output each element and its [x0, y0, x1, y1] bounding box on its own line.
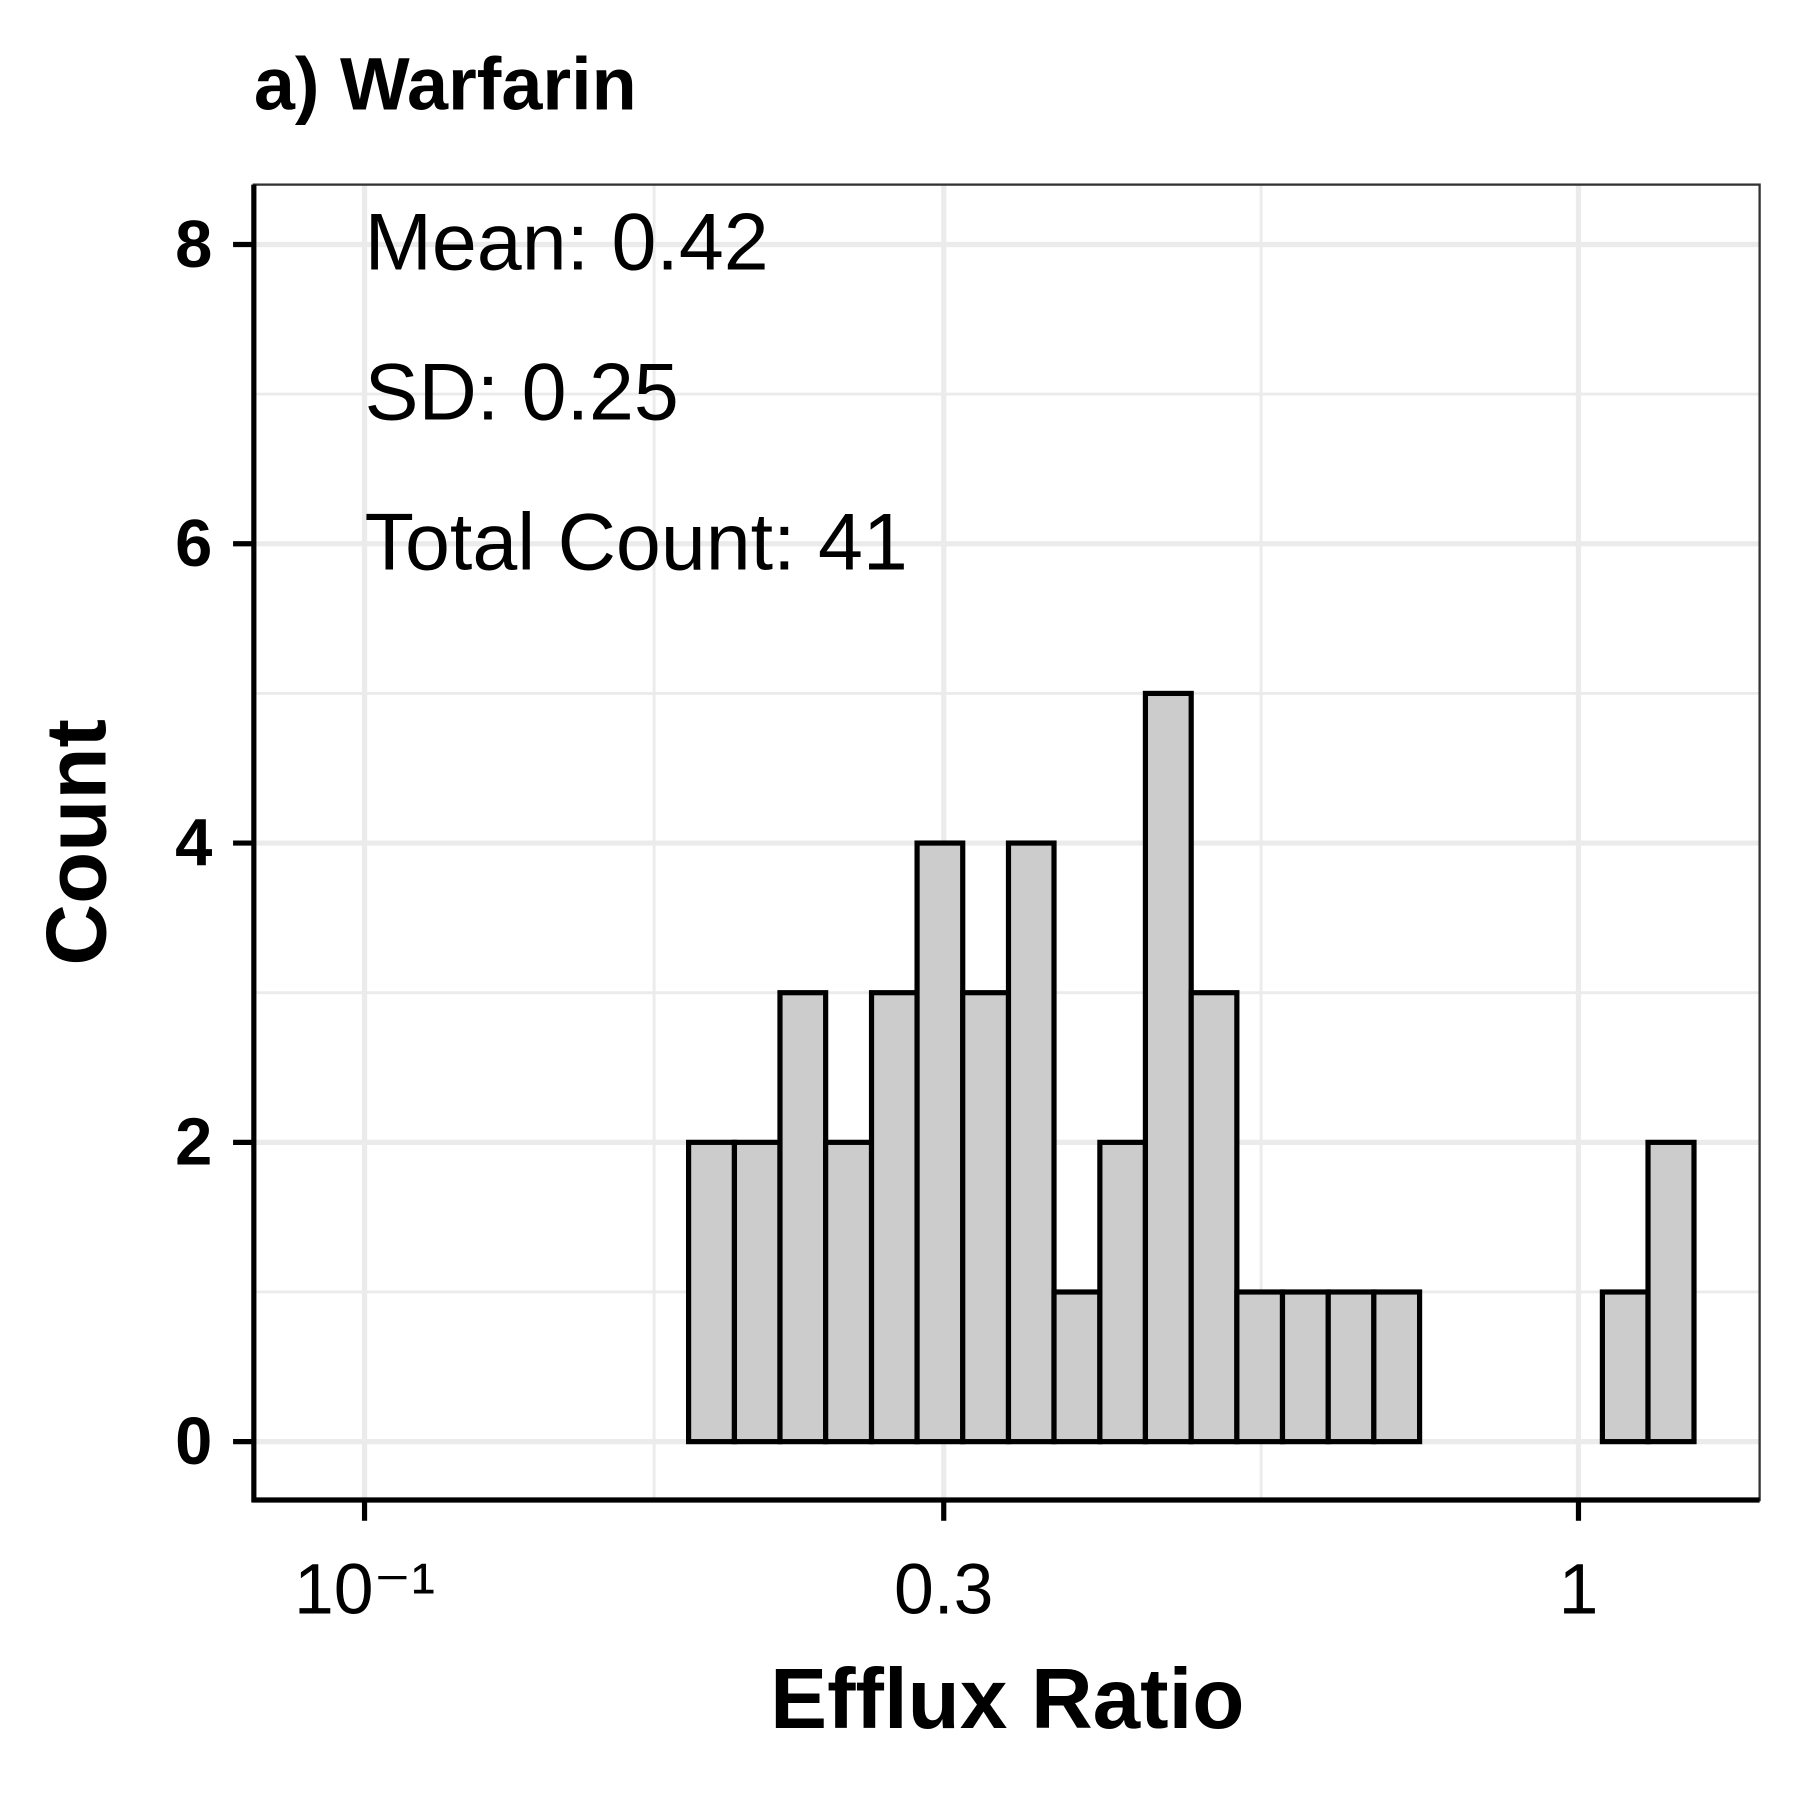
bar	[1325, 1289, 1377, 1445]
bar	[1234, 1289, 1286, 1445]
bar	[1097, 1139, 1149, 1445]
bar	[1371, 1289, 1423, 1445]
chart-title: a) Warfarin	[254, 43, 637, 126]
bar	[731, 1139, 783, 1445]
bar	[823, 1139, 875, 1445]
y-tick-label: 6	[175, 506, 212, 581]
y-tick-label: 2	[175, 1105, 212, 1180]
x-tick-label: 0.3	[894, 1550, 993, 1630]
x-tick-label: 1	[1559, 1550, 1599, 1630]
annotation: Total Count: 41	[365, 497, 908, 587]
bar	[1188, 990, 1240, 1445]
y-tick-label: 4	[175, 805, 212, 880]
annotation: SD: 0.25	[365, 347, 679, 437]
y-axis-title: Count	[30, 719, 125, 966]
bar	[1005, 840, 1057, 1445]
bar	[1051, 1289, 1103, 1445]
bar	[1599, 1289, 1651, 1445]
y-tick-label: 0	[175, 1404, 212, 1479]
bar	[914, 840, 966, 1445]
y-tick-label: 8	[175, 207, 212, 282]
bar	[868, 990, 920, 1445]
bar	[960, 990, 1012, 1445]
bar	[1279, 1289, 1331, 1445]
bar	[777, 990, 829, 1445]
bar	[685, 1139, 738, 1445]
annotation: Mean: 0.42	[365, 197, 769, 287]
bar	[1645, 1139, 1697, 1445]
x-tick-label: 10⁻¹	[294, 1550, 435, 1630]
bar	[1142, 690, 1194, 1445]
x-axis-title: Efflux Ratio	[770, 1652, 1244, 1747]
